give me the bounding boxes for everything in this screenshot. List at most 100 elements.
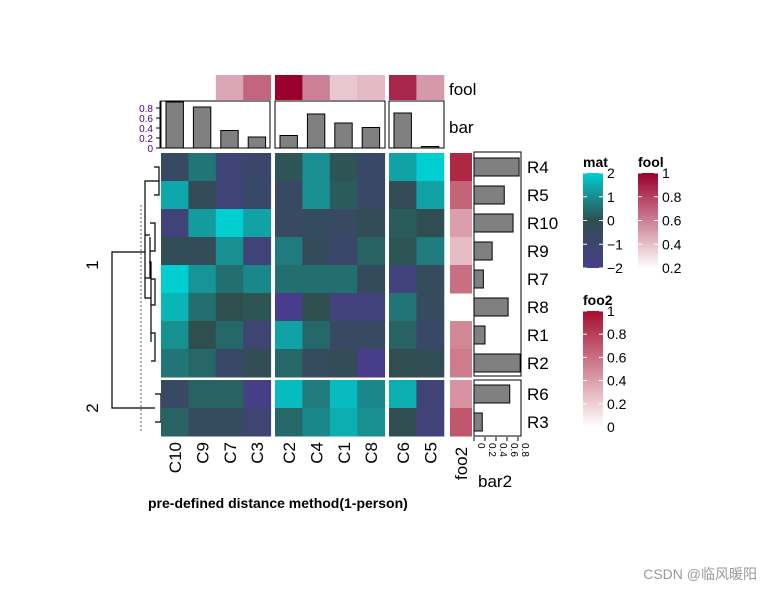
fool-cell-C2 (275, 75, 303, 100)
heatmap-cell-R3-C7 (215, 408, 244, 437)
foo2-annotation-label: foo2 (452, 447, 471, 480)
heatmap-cell-R5-C9 (188, 181, 217, 210)
heatmap-cell-R9-C4 (302, 237, 331, 266)
bar-C6 (393, 112, 412, 149)
heatmap-cell-R9-C2 (275, 237, 303, 266)
mat-legend-tick: 0 (607, 213, 615, 229)
bar-axis-tick-label: 0.4 (139, 124, 153, 135)
bar-annotation-box-2 (274, 100, 386, 149)
heatmap-cell-R6-C6 (389, 380, 417, 409)
heatmap-cell-R8-C2 (275, 293, 303, 322)
heatmap-cell-R3-C4 (302, 408, 331, 437)
heatmap-cell-R4-C2 (275, 153, 303, 182)
row-label-R10: R10 (527, 214, 558, 233)
heatmap-cell-R3-C1 (329, 408, 358, 437)
bar2-R1 (473, 325, 486, 345)
heatmap-cell-R8-C1 (329, 293, 358, 322)
heatmap-cell-R3-C2 (275, 408, 303, 437)
row-label-R1: R1 (527, 326, 549, 345)
foo2-cell-R2 (450, 349, 472, 378)
column-label-C4: C4 (307, 442, 326, 464)
heatmap-cell-R6-C3 (243, 380, 272, 409)
bar2-R9 (473, 241, 493, 261)
fool-cell-C3 (243, 75, 272, 100)
mat-legend-tick: 1 (607, 189, 615, 205)
heatmap-cell-R5-C7 (215, 181, 244, 210)
column-label-C7: C7 (221, 442, 240, 464)
fool-legend-tick: 0.6 (662, 213, 682, 229)
heatmap-cell-R9-C10 (161, 237, 189, 266)
heatmap-cell-R4-C1 (329, 153, 358, 182)
heatmap-cell-R5-C4 (302, 181, 331, 210)
bar2-box-1 (473, 151, 522, 377)
fool-cell-C8 (357, 75, 386, 100)
fool-cell-C5 (416, 75, 445, 100)
bar2-axis-tick-label: 0.4 (497, 443, 508, 457)
column-label-C9: C9 (193, 442, 212, 464)
heatmap-cell-R10-C3 (243, 209, 272, 238)
bar-C10 (165, 101, 184, 149)
legends: mat210−1−2fool10.80.60.40.2foo210.80.60.… (583, 154, 682, 435)
heatmap-cell-R6-C1 (329, 380, 358, 409)
fool-cell-C6 (389, 75, 417, 100)
column-label-C6: C6 (394, 442, 413, 464)
heatmap-cell-R9-C1 (329, 237, 358, 266)
watermark: CSDN @临风暖阳 (643, 566, 757, 582)
heatmap-cell-R3-C6 (389, 408, 417, 437)
row-label-R4: R4 (527, 158, 549, 177)
heatmap-cell-R7-C5 (416, 265, 445, 294)
heatmap-cell-R10-C1 (329, 209, 358, 238)
foo2-legend-tick: 0.6 (607, 349, 627, 365)
foo2-legend-tick: 0.4 (607, 373, 627, 389)
heatmap-cell-R2-C9 (188, 349, 217, 378)
heatmap-cell-R9-C7 (215, 237, 244, 266)
foo2-cell-R7 (450, 265, 472, 294)
foo2-cell-R10 (450, 209, 472, 238)
heatmap-cell-R10-C8 (357, 209, 386, 238)
fool-legend-tick: 0.8 (662, 189, 682, 205)
heatmap-cell-R8-C8 (357, 293, 386, 322)
mat-legend-tick: −1 (607, 236, 623, 252)
bar-axis-tick-label: 0.2 (139, 134, 153, 145)
bar-axis-tick-label: 0 (147, 144, 153, 155)
heatmap-cell-R4-C7 (215, 153, 244, 182)
row-dendrogram (111, 166, 162, 433)
bar2-R2 (473, 353, 521, 373)
bar2-box-2 (473, 379, 522, 437)
heatmap-body (161, 153, 445, 437)
heatmap-cell-R4-C5 (416, 153, 445, 182)
heatmap-cell-R1-C6 (389, 321, 417, 350)
fool-legend-colorbar (638, 173, 658, 268)
heatmap-cell-R3-C8 (357, 408, 386, 437)
foo2-cell-R5 (450, 181, 472, 210)
fool-legend-title: fool (638, 154, 664, 170)
row-label-R6: R6 (527, 385, 549, 404)
foo2-cell-R6 (450, 380, 472, 409)
annotations (156, 75, 522, 441)
heatmap-cell-R5-C1 (329, 181, 358, 210)
heatmap-cell-R6-C2 (275, 380, 303, 409)
foo2-cell-R1 (450, 321, 472, 350)
fool-cell-C1 (329, 75, 358, 100)
heatmap-cell-R9-C3 (243, 237, 272, 266)
heatmap-cell-R5-C10 (161, 181, 189, 210)
heatmap-cell-R2-C10 (161, 349, 189, 378)
bar2-annotation-label: bar2 (478, 472, 512, 491)
heatmap-cell-R1-C7 (215, 321, 244, 350)
heatmap-cell-R2-C7 (215, 349, 244, 378)
fool-cell-C7 (215, 75, 244, 100)
mat-legend-colorbar (583, 173, 603, 268)
heatmap-cell-R9-C8 (357, 237, 386, 266)
column-label-C2: C2 (280, 442, 299, 464)
foo2-legend-tick: 0.8 (607, 326, 627, 342)
bar2-axis-tick-label: 0.6 (508, 443, 519, 457)
bar2-R4 (473, 157, 520, 177)
heatmap-cell-R6-C9 (188, 380, 217, 409)
heatmap-cell-R3-C9 (188, 408, 217, 437)
column-title: pre-defined distance method(1-person) (148, 495, 408, 511)
row-group-label-1: 1 (83, 260, 102, 269)
heatmap-cell-R8-C3 (243, 293, 272, 322)
heatmap-cell-R3-C3 (243, 408, 272, 437)
heatmap-cell-R7-C7 (215, 265, 244, 294)
